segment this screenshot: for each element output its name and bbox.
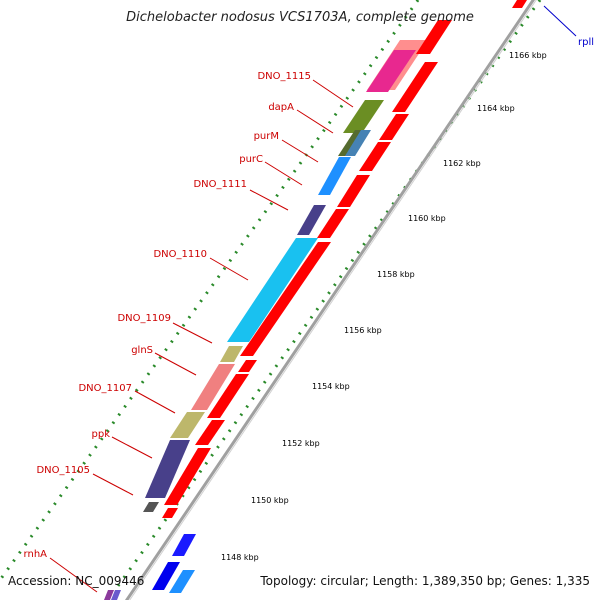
gene-label-dno1107: DNO_1107 xyxy=(78,383,132,394)
leader-ppk xyxy=(112,437,152,458)
feature-pink-block xyxy=(366,50,416,92)
gene-label-dno1105: DNO_1105 xyxy=(36,465,90,476)
cds-arrow xyxy=(416,20,452,54)
genome-map-canvas: DNO_1115 dapA purM purC DNO_1111 DNO_111… xyxy=(0,0,600,600)
kbp-label-1164: 1164 kbp xyxy=(477,104,515,113)
gene-label-dno1110: DNO_1110 xyxy=(153,249,207,260)
gene-labels: DNO_1115 dapA purM purC DNO_1111 DNO_111… xyxy=(24,37,594,560)
leader-dno1115 xyxy=(313,80,353,107)
kbp-label-1166: 1166 kbp xyxy=(509,51,547,60)
leader-dno1110 xyxy=(210,258,248,280)
forward-strand-cds xyxy=(162,0,527,518)
kbp-label-1154: 1154 kbp xyxy=(312,382,350,391)
bottom-blue-features xyxy=(152,534,196,593)
kbp-label-1160: 1160 kbp xyxy=(408,214,446,223)
leader-dno1105 xyxy=(93,474,133,495)
leader-dno1111 xyxy=(250,190,288,210)
gene-label-dapa: dapA xyxy=(268,102,294,113)
cds-arrow xyxy=(238,360,257,372)
cds-arrow xyxy=(359,142,391,171)
gene-label-dno1115: DNO_1115 xyxy=(257,71,311,82)
feature-dno1107-block xyxy=(170,412,205,438)
genome-backbone xyxy=(120,0,540,600)
leader-dapa xyxy=(297,110,333,133)
gene-label-glns: glnS xyxy=(131,345,153,356)
kbp-label-1152: 1152 kbp xyxy=(282,439,320,448)
kbp-label-1148: 1148 kbp xyxy=(221,553,259,562)
feature-dno1105-block xyxy=(143,502,159,512)
cds-arrow xyxy=(379,114,409,140)
kbp-label-1156: 1156 kbp xyxy=(344,326,382,335)
feature-dno1111-block xyxy=(297,205,326,235)
leader-dno1109 xyxy=(173,323,212,343)
gene-label-rpll: rpll xyxy=(578,37,594,48)
feature-dno1109-block xyxy=(220,346,243,362)
leader-glns xyxy=(155,353,196,375)
feature-purc-block xyxy=(318,157,351,195)
inner-tick-ring xyxy=(0,0,418,580)
kbp-label-1162: 1162 kbp xyxy=(443,159,481,168)
genome-map-view: DNO_1115 dapA purM purC DNO_1111 DNO_111… xyxy=(0,0,600,600)
gene-label-purc: purC xyxy=(239,154,263,165)
cds-arrow xyxy=(195,420,225,445)
label-leader-lines xyxy=(50,80,353,592)
leader-dno1107 xyxy=(135,391,175,413)
genome-title: Dichelobacter nodosus VCS1703A, complete… xyxy=(0,10,600,25)
gene-label-purm: purM xyxy=(254,131,279,142)
leader-purc xyxy=(265,162,302,185)
cds-arrow xyxy=(162,508,178,518)
kbp-label-1158: 1158 kbp xyxy=(377,270,415,279)
gene-label-rnha: rnhA xyxy=(24,549,48,560)
feature-blue-arrow xyxy=(172,534,196,556)
accession-text: Accession: NC_009446 xyxy=(8,574,144,588)
cds-arrow xyxy=(317,209,349,238)
cds-arrow xyxy=(512,0,527,8)
cds-arrow xyxy=(337,175,370,207)
gene-label-ppk: ppk xyxy=(92,429,111,440)
genome-summary-text: Topology: circular; Length: 1,389,350 bp… xyxy=(260,574,590,588)
gene-label-dno1111: DNO_1111 xyxy=(193,179,247,190)
kbp-label-1150: 1150 kbp xyxy=(251,496,289,505)
leader-purm xyxy=(282,140,318,162)
gene-label-dno1109: DNO_1109 xyxy=(117,313,171,324)
